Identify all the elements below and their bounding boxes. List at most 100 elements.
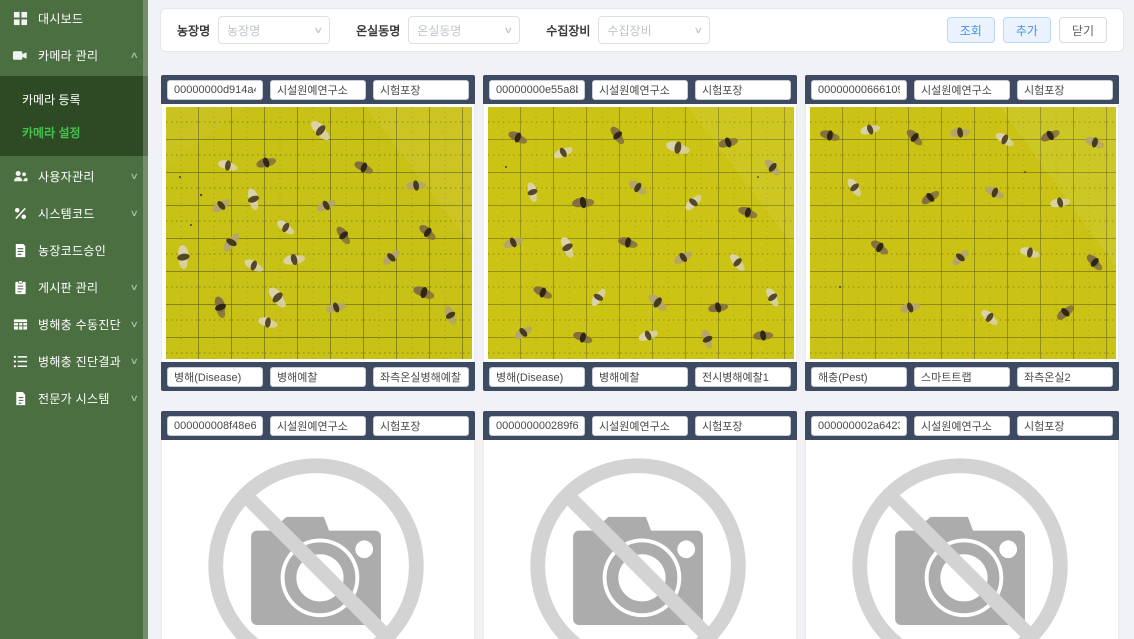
- no-camera-icon: [530, 458, 746, 639]
- camera-id-field[interactable]: [167, 415, 263, 436]
- camera-type-field[interactable]: [167, 366, 263, 387]
- camera-card: [805, 411, 1119, 639]
- add-button[interactable]: 추가: [1002, 17, 1051, 43]
- card-header: [161, 411, 475, 440]
- farm-name-placeholder: 농장명: [227, 23, 261, 38]
- site-field[interactable]: [1017, 79, 1113, 100]
- filter-bar: 농장명 농장명 ∨ 온실동명 온실동명 ∨ 수집장비 수집장비 ∨ 조회 추가 …: [160, 8, 1124, 52]
- camera-type-field[interactable]: [811, 366, 907, 387]
- device-select[interactable]: 수집장비 ∨: [598, 16, 711, 44]
- sidebar-subitem-camera-register[interactable]: 카메라 등록: [0, 83, 148, 116]
- device-placeholder: 수집장비: [607, 23, 652, 38]
- board-icon: [12, 280, 28, 296]
- org-field[interactable]: [592, 79, 688, 100]
- card-header: [483, 411, 797, 440]
- camera-card: [161, 75, 475, 391]
- farm-name-filter: 농장명 농장명 ∨: [177, 16, 331, 44]
- camera-card-grid: [161, 75, 1119, 639]
- chevron-down-icon: ∨: [130, 319, 140, 329]
- camera-type-field[interactable]: [489, 366, 585, 387]
- camera-icon: [12, 48, 28, 64]
- site-field[interactable]: [373, 415, 469, 436]
- dashboard-icon: [12, 11, 28, 27]
- farm-name-label: 농장명: [177, 23, 211, 38]
- camera-card: [483, 411, 797, 639]
- site-field[interactable]: [695, 415, 791, 436]
- camera-card: [483, 75, 797, 391]
- sidebar-item-system-code[interactable]: 시스템코드 ∨: [0, 195, 148, 232]
- camera-location-field[interactable]: [695, 366, 791, 387]
- camera-name-field[interactable]: [914, 366, 1010, 387]
- card-footer: [805, 362, 1119, 391]
- device-filter: 수집장비 수집장비 ∨: [546, 16, 711, 44]
- camera-location-field[interactable]: [373, 366, 469, 387]
- chevron-down-icon: ∨: [312, 24, 323, 35]
- camera-id-field[interactable]: [489, 79, 585, 100]
- org-field[interactable]: [914, 79, 1010, 100]
- camera-id-field[interactable]: [811, 415, 907, 436]
- sidebar-item-expert-system[interactable]: 전문가 시스템 ∨: [0, 380, 148, 417]
- camera-id-field[interactable]: [167, 79, 263, 100]
- camera-card: [805, 75, 1119, 391]
- no-image-placeholder: [483, 440, 797, 639]
- sidebar-item-label: 시스템코드: [38, 207, 95, 221]
- card-header: [805, 75, 1119, 104]
- manual-diagnosis-icon: [12, 317, 28, 333]
- farm-name-select[interactable]: 농장명 ∨: [218, 16, 331, 44]
- camera-location-field[interactable]: [1017, 366, 1113, 387]
- sidebar-item-board-management[interactable]: 게시판 관리 ∨: [0, 269, 148, 306]
- chevron-up-icon: ∧: [130, 50, 140, 60]
- org-field[interactable]: [592, 415, 688, 436]
- chevron-down-icon: ∨: [130, 356, 140, 366]
- site-field[interactable]: [373, 79, 469, 100]
- no-image-placeholder: [805, 440, 1119, 639]
- sidebar-item-label: 농장코드승인: [38, 244, 107, 258]
- sidebar-item-label: 게시판 관리: [38, 281, 99, 295]
- camera-id-field[interactable]: [489, 415, 585, 436]
- system-code-icon: [12, 206, 28, 222]
- site-field[interactable]: [1017, 415, 1113, 436]
- sidebar-subitem-label: 카메라 등록: [22, 93, 81, 107]
- card-header: [805, 411, 1119, 440]
- chevron-down-icon: ∨: [130, 208, 140, 218]
- main-content: 농장명 농장명 ∨ 온실동명 온실동명 ∨ 수집장비 수집장비 ∨ 조회 추가 …: [148, 0, 1134, 639]
- card-footer: [483, 362, 797, 391]
- org-field[interactable]: [270, 415, 366, 436]
- chevron-down-icon: ∨: [130, 171, 140, 181]
- no-image-placeholder: [161, 440, 475, 639]
- search-button[interactable]: 조회: [946, 17, 995, 43]
- sidebar-item-dashboard[interactable]: 대시보드: [0, 0, 148, 37]
- farm-code-icon: [12, 243, 28, 259]
- sidebar-item-label: 대시보드: [38, 12, 84, 26]
- sidebar-item-user-management[interactable]: 사용자관리 ∨: [0, 158, 148, 195]
- greenhouse-select[interactable]: 온실동명 ∨: [408, 16, 521, 44]
- camera-id-field[interactable]: [811, 79, 907, 100]
- greenhouse-label: 온실동명: [356, 23, 401, 38]
- org-field[interactable]: [270, 79, 366, 100]
- sidebar-item-label: 병해충 진단결과: [38, 355, 122, 369]
- sidebar-item-pest-manual-diagnosis[interactable]: 병해충 수동진단 ∨: [0, 306, 148, 343]
- camera-card: [161, 411, 475, 639]
- device-label: 수집장비: [546, 23, 591, 38]
- card-header: [483, 75, 797, 104]
- greenhouse-placeholder: 온실동명: [417, 23, 462, 38]
- sidebar-item-pest-diagnosis-result[interactable]: 병해충 진단결과 ∨: [0, 343, 148, 380]
- chevron-down-icon: ∨: [503, 24, 513, 35]
- filter-buttons: 조회 추가 닫기: [946, 17, 1107, 43]
- camera-name-field[interactable]: [270, 366, 366, 387]
- site-field[interactable]: [695, 79, 791, 100]
- sidebar-item-farm-code-approval[interactable]: 농장코드승인: [0, 232, 148, 269]
- sidebar-scrollbar[interactable]: [143, 0, 148, 639]
- chevron-down-icon: ∨: [693, 24, 704, 35]
- camera-name-field[interactable]: [592, 366, 688, 387]
- expert-system-icon: [12, 391, 28, 407]
- sidebar-item-label: 전문가 시스템: [38, 392, 110, 406]
- card-footer: [161, 362, 475, 391]
- chevron-down-icon: ∨: [130, 393, 140, 403]
- close-button[interactable]: 닫기: [1058, 17, 1107, 43]
- sidebar-subitem-camera-settings[interactable]: 카메라 설정: [0, 116, 148, 149]
- sidebar: 대시보드 카메라 관리 ∧ 카메라 등록 카메라 설정 사용자관리 ∨ 시스템코…: [0, 0, 148, 639]
- card-header: [161, 75, 475, 104]
- org-field[interactable]: [914, 415, 1010, 436]
- sidebar-item-camera-management[interactable]: 카메라 관리 ∧: [0, 37, 148, 74]
